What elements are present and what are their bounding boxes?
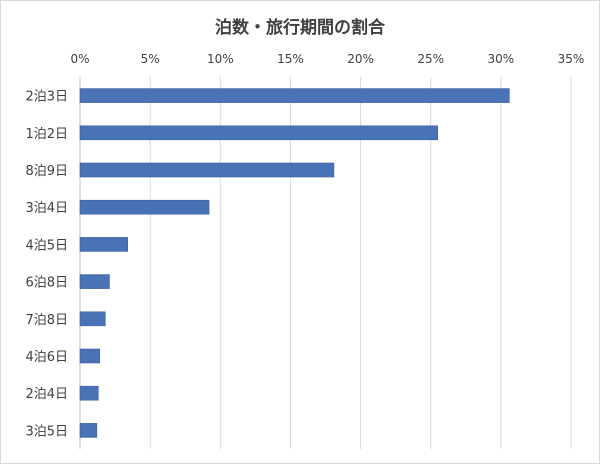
category-label: 4泊6日	[25, 350, 68, 365]
x-tick-label: 30%	[488, 52, 515, 66]
bar	[79, 88, 510, 103]
category-label: 2泊3日	[25, 90, 68, 105]
category-label: 3泊5日	[25, 424, 68, 439]
bars	[79, 88, 510, 438]
chart-title: 泊数・旅行期間の割合	[215, 17, 386, 38]
category-label: 6泊8日	[25, 276, 68, 291]
x-tick-label: 0%	[70, 52, 89, 66]
x-tick-label: 20%	[347, 52, 374, 66]
x-axis-ticks: 0% 5% 10% 15% 20% 25% 30% 35%	[70, 52, 584, 66]
category-label: 7泊8日	[25, 313, 68, 328]
bar	[79, 274, 110, 289]
bar	[79, 125, 439, 141]
x-tick-label: 10%	[207, 52, 234, 66]
category-labels: 2泊3日 1泊2日 8泊9日 3泊4日 4泊5日 6泊8日 7泊8日 4泊6日 2泊4日 3泊5日	[25, 90, 68, 440]
bar	[79, 162, 335, 178]
bar	[79, 348, 100, 364]
category-label: 8泊9日	[25, 164, 68, 179]
bar	[79, 311, 106, 327]
category-label: 1泊2日	[25, 127, 68, 142]
category-label: 2泊4日	[25, 387, 68, 402]
bar	[79, 199, 210, 215]
category-label: 4泊5日	[25, 238, 68, 253]
bar	[79, 423, 98, 438]
x-tick-label: 35%	[558, 52, 585, 66]
x-tick-label: 5%	[141, 52, 160, 66]
bar	[79, 237, 128, 252]
x-tick-label: 25%	[417, 52, 444, 66]
x-tick-label: 15%	[277, 52, 304, 66]
bar	[79, 385, 99, 401]
category-label: 3泊4日	[25, 201, 68, 216]
